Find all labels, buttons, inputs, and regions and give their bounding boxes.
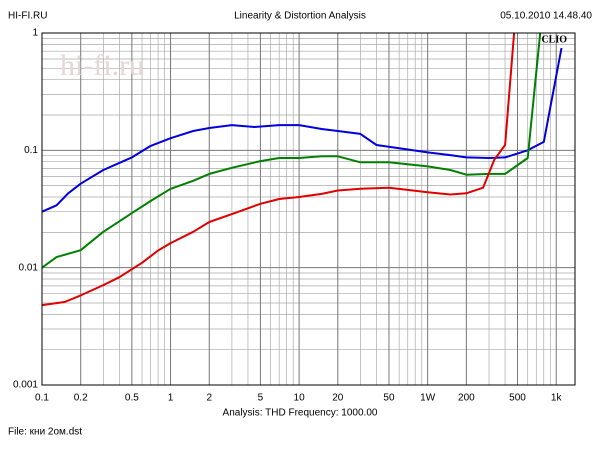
- y-tick-label: 0.01: [19, 262, 39, 273]
- footer-file: File: кни 2ом.dst: [8, 427, 82, 438]
- x-tick-label: 0.5: [125, 393, 139, 404]
- x-tick-label: 50: [383, 393, 395, 404]
- annotation: CLIO: [541, 34, 567, 45]
- series-line: [41, 32, 542, 269]
- watermark: hi-fi.ru: [60, 49, 144, 82]
- plot-area: [42, 33, 575, 385]
- plot-border: [41, 32, 576, 386]
- series-line: [41, 32, 516, 307]
- x-tick-label: 5: [258, 393, 264, 404]
- x-tick-label: 1W: [420, 393, 436, 404]
- y-tick-label: 0.1: [24, 145, 38, 156]
- x-tick-label: 1k: [551, 393, 563, 404]
- header-right: 05.10.2010 14.48.40: [500, 11, 592, 22]
- y-tick-label: 1: [32, 28, 38, 39]
- header-left: HI-FI.RU: [8, 11, 47, 22]
- x-tick-label: 2: [206, 393, 212, 404]
- series-line: [41, 47, 563, 213]
- chart-title: Linearity & Distortion Analysis: [234, 11, 366, 22]
- x-tick-label: 0.2: [74, 393, 88, 404]
- x-tick-label: 1: [168, 393, 174, 404]
- footer-analysis: Analysis: THD Frequency: 1000.00: [223, 408, 378, 419]
- x-tick-label: 20: [332, 393, 344, 404]
- x-tick-label: 10: [294, 393, 306, 404]
- x-tick-label: 200: [458, 393, 475, 404]
- x-tick-label: 500: [509, 393, 526, 404]
- y-tick-label: 0.001: [13, 380, 38, 391]
- x-tick-label: 0.1: [35, 393, 49, 404]
